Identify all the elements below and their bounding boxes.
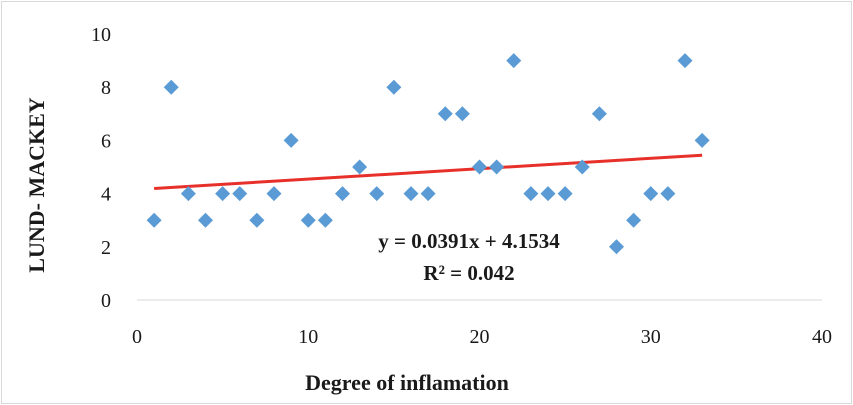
data-point bbox=[198, 212, 213, 228]
data-point bbox=[489, 159, 505, 175]
data-point bbox=[506, 53, 522, 69]
y-tick-label: 10 bbox=[91, 24, 111, 46]
data-point bbox=[180, 186, 196, 202]
data-point bbox=[540, 186, 556, 202]
y-tick-label: 2 bbox=[101, 237, 111, 259]
data-point bbox=[574, 159, 590, 175]
data-point bbox=[523, 186, 539, 202]
x-tick-label: 10 bbox=[298, 326, 318, 348]
data-point bbox=[266, 186, 282, 202]
data-point bbox=[677, 53, 693, 69]
r-squared-label: R² = 0.042 bbox=[423, 261, 514, 285]
data-point bbox=[386, 79, 402, 95]
data-point bbox=[557, 186, 573, 202]
data-point bbox=[146, 212, 162, 228]
y-tick-label: 8 bbox=[101, 77, 111, 99]
data-point bbox=[249, 212, 265, 228]
data-point bbox=[215, 186, 231, 202]
y-tick-label: 4 bbox=[101, 184, 111, 206]
data-point bbox=[369, 186, 385, 202]
y-tick-label: 6 bbox=[101, 130, 111, 152]
x-tick-label: 0 bbox=[132, 326, 142, 348]
data-point bbox=[283, 132, 299, 148]
data-point bbox=[437, 106, 453, 122]
data-point bbox=[335, 186, 350, 202]
data-point bbox=[352, 159, 368, 175]
trendline bbox=[154, 153, 703, 190]
data-point bbox=[626, 212, 642, 228]
data-point bbox=[660, 186, 676, 202]
trendline-layer bbox=[154, 153, 703, 190]
trendline-equation: y = 0.0391x + 4.1534 bbox=[378, 229, 560, 253]
x-axis-title: Degree of inflamation bbox=[305, 370, 509, 395]
data-point bbox=[163, 79, 179, 95]
x-tick-labels: 0 10 20 30 40 bbox=[132, 326, 832, 348]
data-point bbox=[232, 186, 248, 202]
y-tick-label: 0 bbox=[101, 290, 111, 312]
data-point bbox=[472, 159, 487, 175]
y-tick-labels: 0 2 4 6 8 10 bbox=[91, 24, 111, 312]
x-tick-label: 30 bbox=[641, 326, 661, 348]
data-point bbox=[643, 186, 659, 202]
data-point bbox=[609, 239, 624, 255]
data-point bbox=[420, 186, 436, 202]
x-tick-label: 20 bbox=[470, 326, 490, 348]
data-point bbox=[300, 212, 316, 228]
data-points bbox=[146, 53, 710, 255]
data-point bbox=[591, 106, 607, 122]
data-point bbox=[317, 212, 333, 228]
data-point bbox=[454, 106, 470, 122]
x-tick-label: 40 bbox=[812, 326, 832, 348]
data-point bbox=[403, 186, 419, 202]
y-axis-title: LUND- MACKEY bbox=[24, 97, 49, 272]
data-point bbox=[694, 132, 710, 148]
